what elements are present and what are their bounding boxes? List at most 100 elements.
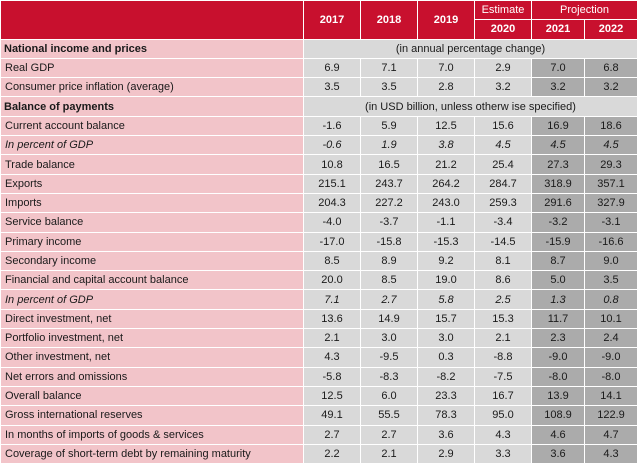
projection-value-cell: 4.7 — [585, 425, 639, 445]
row-label: Financial and capital account balance — [1, 271, 304, 291]
table-row: Gross international reserves 49.1 55.5 78.3… — [1, 406, 639, 426]
projection-value-cell: 16.9 — [532, 116, 585, 137]
value-cell: 21.2 — [418, 155, 475, 175]
value-cell: 2.9 — [418, 444, 475, 464]
section-unit-note: (in annual percentage change) — [304, 39, 639, 59]
value-cell: 7.1 — [304, 290, 361, 310]
projection-value-cell: 27.3 — [532, 155, 585, 175]
table-row: Real GDP 6.9 7.1 7.0 2.9 7.0 6.8 — [1, 58, 639, 79]
projection-value-cell: 10.1 — [585, 309, 639, 330]
value-cell: 3.0 — [361, 329, 418, 349]
table-row: Other investment, net 4.3 -9.5 0.3 -8.8 -9.0-… — [1, 348, 639, 368]
row-label: Gross international reserves — [1, 406, 304, 426]
value-cell: 2.1 — [304, 329, 361, 349]
section-title: Balance of payments — [1, 97, 304, 117]
value-cell: 6.0 — [361, 386, 418, 407]
projection-value-cell: -8.0 — [532, 367, 585, 387]
projection-header: Projection — [532, 1, 639, 21]
value-cell: 4.3 — [475, 425, 532, 445]
value-cell: -14.5 — [475, 232, 532, 252]
value-cell: -15.3 — [418, 232, 475, 252]
table-row: Imports 204.3 227.2 243.0 259.3 291.6 327.9 — [1, 193, 639, 214]
row-label: Coverage of short-term debt by remaining… — [1, 444, 304, 464]
value-cell: 8.1 — [475, 251, 532, 272]
row-label: Portfolio investment, net — [1, 329, 304, 349]
row-label: Imports — [1, 193, 304, 214]
value-cell: -9.5 — [361, 348, 418, 368]
value-cell: 243.0 — [418, 193, 475, 214]
table-row: In percent of GDP -0.6 1.9 3.8 4.5 4.5 4.5 — [1, 136, 639, 156]
projection-value-cell: 122.9 — [585, 406, 639, 426]
projection-value-cell: 291.6 — [532, 193, 585, 214]
year-header: 2018 — [361, 1, 418, 40]
projection-value-cell: 29.3 — [585, 155, 639, 175]
value-cell: 15.7 — [418, 309, 475, 330]
value-cell: 25.4 — [475, 155, 532, 175]
header-row-top: 2017 2018 2019 Estimate Projection — [1, 1, 639, 40]
value-cell: 16.5 — [361, 155, 418, 175]
value-cell: 8.6 — [475, 271, 532, 291]
value-cell: 10.8 — [304, 155, 361, 175]
row-label: Real GDP — [1, 58, 304, 79]
projection-value-cell: 3.2 — [532, 78, 585, 98]
projection-value-cell: 4.3 — [585, 444, 639, 464]
row-label: Primary income — [1, 232, 304, 252]
value-cell: 23.3 — [418, 386, 475, 407]
year-header: 2017 — [304, 1, 361, 40]
value-cell: 12.5 — [304, 386, 361, 407]
projection-value-cell: -9.0 — [532, 348, 585, 368]
value-cell: -15.8 — [361, 232, 418, 252]
row-label: Secondary income — [1, 251, 304, 272]
value-cell: -17.0 — [304, 232, 361, 252]
value-cell: 2.1 — [475, 329, 532, 349]
projection-value-cell: -3.1 — [585, 213, 639, 233]
value-cell: -5.8 — [304, 367, 361, 387]
value-cell: 7.0 — [418, 58, 475, 79]
table-row: Current account balance -1.6 5.9 12.5 15.6 16… — [1, 116, 639, 137]
row-label: Consumer price inflation (average) — [1, 78, 304, 98]
projection-value-cell: -3.2 — [532, 213, 585, 233]
value-cell: 264.2 — [418, 174, 475, 194]
value-cell: 2.2 — [304, 444, 361, 464]
value-cell: 2.7 — [361, 425, 418, 445]
value-cell: 13.6 — [304, 309, 361, 330]
value-cell: 8.5 — [304, 251, 361, 272]
value-cell: -3.4 — [475, 213, 532, 233]
year-header: 2022 — [585, 20, 639, 40]
value-cell: -8.2 — [418, 367, 475, 387]
value-cell: -8.8 — [475, 348, 532, 368]
table-row: Secondary income 8.5 8.9 9.2 8.1 8.7 9.0 — [1, 251, 639, 272]
value-cell: 19.0 — [418, 271, 475, 291]
value-cell: 16.7 — [475, 386, 532, 407]
value-cell: -3.7 — [361, 213, 418, 233]
value-cell: 3.0 — [418, 329, 475, 349]
section-header-row: Balance of payments (in USD billion, unle… — [1, 97, 639, 117]
projection-value-cell: 2.3 — [532, 329, 585, 349]
value-cell: -8.3 — [361, 367, 418, 387]
section-title: National income and prices — [1, 39, 304, 59]
row-label: In months of imports of goods & services — [1, 425, 304, 445]
value-cell: -4.0 — [304, 213, 361, 233]
value-cell: 5.9 — [361, 116, 418, 137]
value-cell: -1.6 — [304, 116, 361, 137]
value-cell: 0.3 — [418, 348, 475, 368]
value-cell: 284.7 — [475, 174, 532, 194]
projection-value-cell: 3.2 — [585, 78, 639, 98]
row-label: In percent of GDP — [1, 136, 304, 156]
value-cell: 204.3 — [304, 193, 361, 214]
projection-value-cell: 1.3 — [532, 290, 585, 310]
value-cell: 215.1 — [304, 174, 361, 194]
value-cell: 3.8 — [418, 136, 475, 156]
value-cell: 15.3 — [475, 309, 532, 330]
projection-value-cell: 357.1 — [585, 174, 639, 194]
value-cell: 227.2 — [361, 193, 418, 214]
value-cell: 9.2 — [418, 251, 475, 272]
value-cell: 259.3 — [475, 193, 532, 214]
table-row: Overall balance 12.5 6.0 23.3 16.7 13.9 14.1 — [1, 386, 639, 407]
value-cell: 3.2 — [475, 78, 532, 98]
row-label: Other investment, net — [1, 348, 304, 368]
value-cell: 3.3 — [475, 444, 532, 464]
projection-value-cell: 4.5 — [585, 136, 639, 156]
projection-value-cell: 13.9 — [532, 386, 585, 407]
